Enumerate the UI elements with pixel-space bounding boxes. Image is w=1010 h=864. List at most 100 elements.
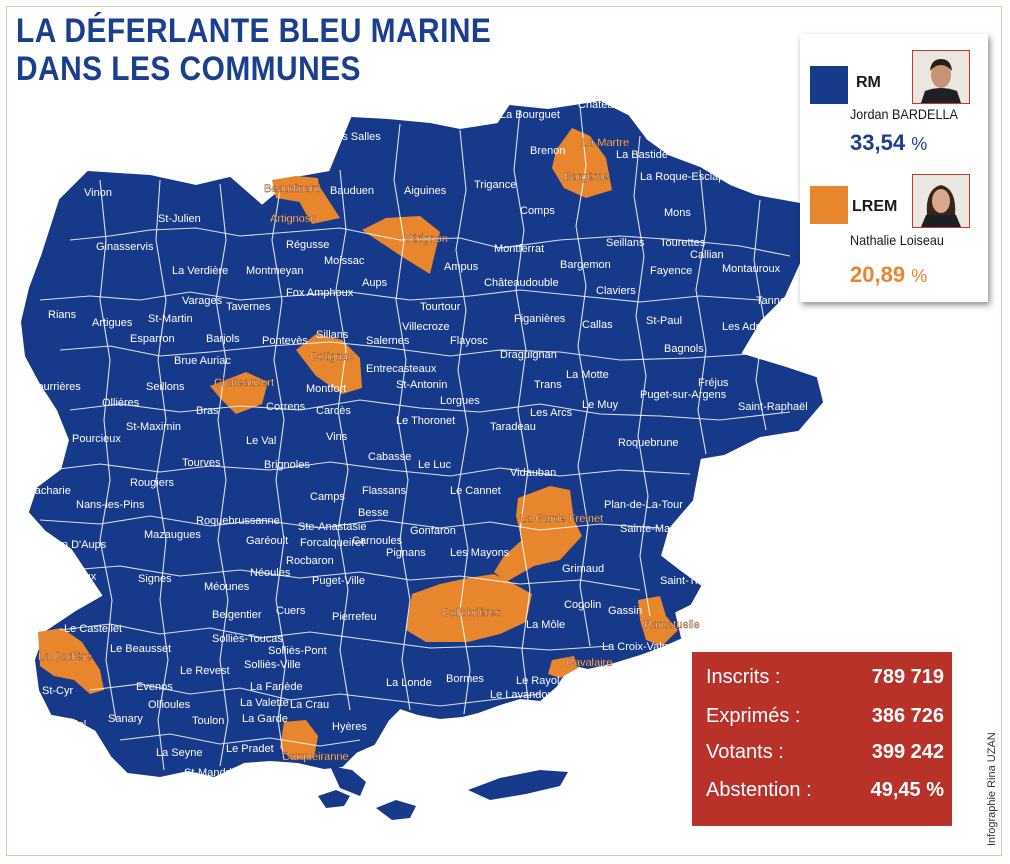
lrem-candidate-name: Nathalie Loiseau [850, 232, 944, 248]
commune-label: La Garde Freinet [520, 513, 603, 525]
commune-label: Bras [196, 405, 219, 417]
commune-labels: Châteauvieux La Bourguet Les Salles Bren… [14, 99, 808, 785]
commune-label: Callian [690, 249, 724, 261]
rm-candidate-name: Jordan BARDELLA [850, 106, 958, 122]
commune-label: Toulon [192, 715, 224, 727]
commune-label: Carcès [316, 405, 351, 417]
lrem-percentage: 20,89 % [850, 262, 927, 288]
lrem-percentage-value: 20,89 [850, 262, 906, 287]
commune-label: Collobrières [442, 607, 501, 619]
commune-label: St-Mandrier [184, 767, 242, 779]
commune-label: St-Antonin [396, 379, 447, 391]
stat-row-votants: Votants : 399 242 [706, 741, 944, 771]
commune-label: La Londe [386, 677, 432, 689]
rm-color-swatch [810, 66, 848, 104]
commune-label: Entrecasteaux [366, 363, 437, 375]
commune-label: Rougiers [130, 477, 175, 489]
commune-label: Trigance [474, 179, 516, 191]
title-line-2: DANS LES COMMUNES [16, 50, 361, 88]
commune-label: Camps [310, 491, 345, 503]
woman-portrait-icon [913, 175, 969, 227]
commune-label: Figanières [514, 313, 566, 325]
lrem-candidate-portrait [912, 174, 970, 228]
commune-label: Callas [582, 319, 613, 331]
commune-label: Le Lavandou [490, 689, 554, 701]
commune-label: Carnoules [352, 535, 403, 547]
commune-borders [39, 105, 791, 771]
commune-label: Bagnols [664, 343, 704, 355]
commune-label: Taradeau [490, 421, 536, 433]
commune-label: La Roque-Esclapon [640, 171, 737, 183]
commune-label: Carqueiranne [282, 751, 349, 763]
title-line-1: LA DÉFERLANTE BLEU MARINE [16, 12, 492, 50]
commune-label: Bormes [446, 673, 484, 685]
commune-label: Plan D'Aups [46, 539, 107, 551]
commune-label: La Garde [242, 713, 288, 725]
rm-percentage-unit: % [911, 134, 928, 154]
commune-label: Le Muy [582, 399, 619, 411]
commune-label: La Farlède [250, 681, 303, 693]
commune-label: Cabasse [368, 451, 411, 463]
commune-label: Pourcieux [72, 433, 121, 445]
commune-label: Tourtour [420, 301, 461, 313]
commune-label: Beaudinard [264, 183, 320, 195]
commune-label: Solliès-Ville [244, 659, 301, 671]
commune-label: Besse [358, 507, 389, 519]
commune-label: Gassin [608, 605, 642, 617]
commune-label: Solliès-Pont [268, 645, 327, 657]
commune-label: St-Paul [646, 315, 682, 327]
commune-label: Le Beausset [110, 643, 171, 655]
commune-label: Les Adrets [722, 321, 774, 333]
commune-label: Evenos [136, 681, 173, 693]
commune-label: Brue Auriac [174, 355, 231, 367]
commune-label: Hyères [332, 721, 367, 733]
results-legend: RM Jordan BARDELLA 33,54 % LREM Nathalie… [800, 34, 988, 302]
commune-label: Néoules [250, 567, 291, 579]
commune-label: La Seyne [156, 747, 202, 759]
commune-label: Pourrières [30, 381, 81, 393]
commune-label: Roquebrune [618, 437, 679, 449]
commune-label: Tourettes [660, 237, 706, 249]
area-chateauvert [210, 372, 268, 414]
commune-label: Moissac [324, 255, 365, 267]
commune-label: Régusse [286, 239, 329, 251]
commune-label: Cuers [276, 605, 306, 617]
commune-label: Comps [520, 205, 555, 217]
department-land [20, 100, 824, 820]
commune-label: Signes [138, 573, 172, 585]
commune-label: Les Arcs [530, 407, 573, 419]
commune-label: Garéoult [246, 535, 288, 547]
commune-label: Mons [664, 207, 691, 219]
page-title: LA DÉFERLANTE BLEU MARINE DANS LES COMMU… [16, 12, 491, 88]
man-portrait-icon [913, 51, 969, 103]
hyeres-islands-port-cros [376, 800, 416, 820]
commune-label: Saint-Tropez [660, 575, 723, 587]
commune-label: Ginasservis [96, 241, 154, 253]
commune-label: Tanneron [756, 295, 802, 307]
area-collobrieres [406, 574, 532, 642]
commune-label: Pontevès [262, 335, 308, 347]
commune-label: La Crau [290, 699, 329, 711]
commune-label: Ste-Anastasie [298, 521, 366, 533]
commune-label: Ampus [444, 261, 479, 273]
commune-label: Brenon [530, 145, 565, 157]
commune-label: La Môle [526, 619, 565, 631]
commune-label: Les Salles [330, 131, 381, 143]
commune-label: Le Cannet [450, 485, 501, 497]
commune-label: Aups [362, 277, 388, 289]
rm-percentage: 33,54 % [850, 130, 927, 156]
hyeres-islands-levant [468, 770, 568, 800]
rm-percentage-value: 33,54 [850, 130, 906, 155]
rm-party-label: RM [856, 74, 881, 91]
turnout-stats-box: Inscrits : 789 719 Exprimés : 386 726 Vo… [692, 652, 952, 826]
commune-label: Forcalqueiret [300, 537, 364, 549]
commune-label: La Motte [566, 369, 609, 381]
commune-label: Rocbaron [286, 555, 334, 567]
lrem-communes [38, 128, 678, 760]
commune-label: Le Pradet [226, 743, 274, 755]
commune-label: La Croix-Valmer [602, 641, 681, 653]
commune-label: Vinon [84, 187, 112, 199]
commune-label: Trans [534, 379, 562, 391]
commune-label: La Bastide [616, 149, 668, 161]
commune-label: Tavernes [226, 301, 271, 313]
